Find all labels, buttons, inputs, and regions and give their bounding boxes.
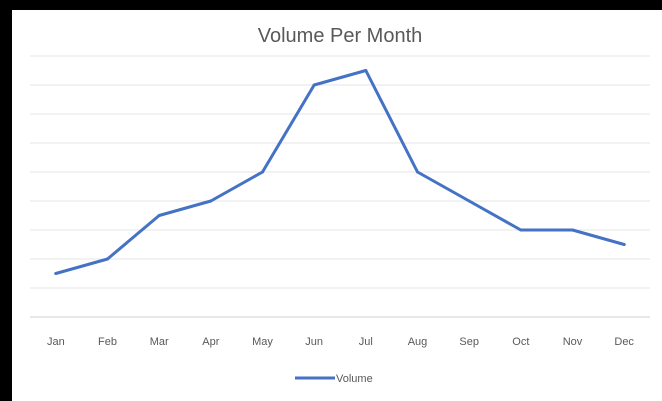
x-tick-label: Dec	[614, 336, 634, 348]
data-point	[106, 257, 109, 261]
x-tick-label: May	[252, 336, 273, 348]
data-point	[54, 272, 58, 275]
legend-label-volume: Volume	[336, 373, 373, 385]
data-point	[209, 199, 213, 203]
data-point	[571, 228, 574, 232]
data-point	[622, 243, 626, 246]
data-point	[261, 170, 264, 174]
data-point	[157, 214, 161, 217]
x-axis: Jan Feb Mar Apr May Jun Jul Aug Sep Oct Nov Dec	[47, 336, 634, 348]
x-tick-label: Nov	[563, 336, 583, 348]
x-tick-label: Aug	[408, 336, 428, 348]
chart-area: Volume Per Month Jan Feb Mar Apr May Jun Jul Au…	[12, 10, 662, 401]
data-point	[416, 170, 419, 174]
data-point	[467, 199, 471, 203]
data-point	[312, 83, 316, 87]
series-layer	[54, 69, 626, 275]
x-tick-label: Jul	[359, 336, 373, 348]
x-tick-label: Jun	[305, 336, 323, 348]
x-tick-label: Oct	[512, 336, 529, 348]
x-tick-label: Jan	[47, 336, 65, 348]
x-tick-label: Sep	[459, 336, 479, 348]
data-point	[364, 69, 368, 72]
x-tick-label: Feb	[98, 336, 117, 348]
legend: Volume	[295, 373, 373, 385]
series-line-volume	[54, 69, 626, 275]
chart-title: Volume Per Month	[258, 25, 423, 47]
x-tick-label: Apr	[202, 336, 219, 348]
gridlines	[30, 55, 650, 318]
x-tick-label: Mar	[150, 336, 169, 348]
line-chart: Volume Per Month Jan Feb Mar Apr May Jun Jul Au…	[30, 25, 650, 385]
data-point	[519, 228, 523, 232]
